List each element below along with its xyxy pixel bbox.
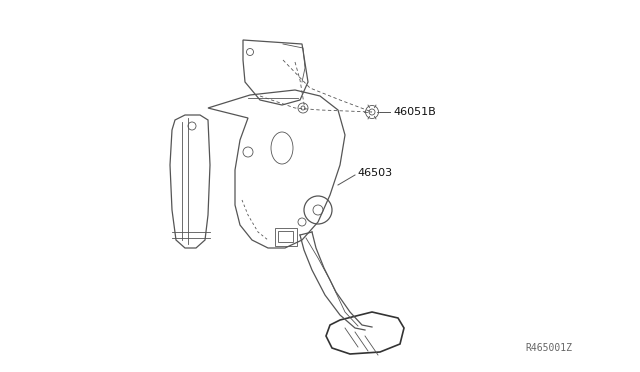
Text: 46503: 46503	[357, 168, 392, 178]
Text: R465001Z: R465001Z	[525, 343, 572, 353]
Text: 46051B: 46051B	[393, 107, 436, 117]
